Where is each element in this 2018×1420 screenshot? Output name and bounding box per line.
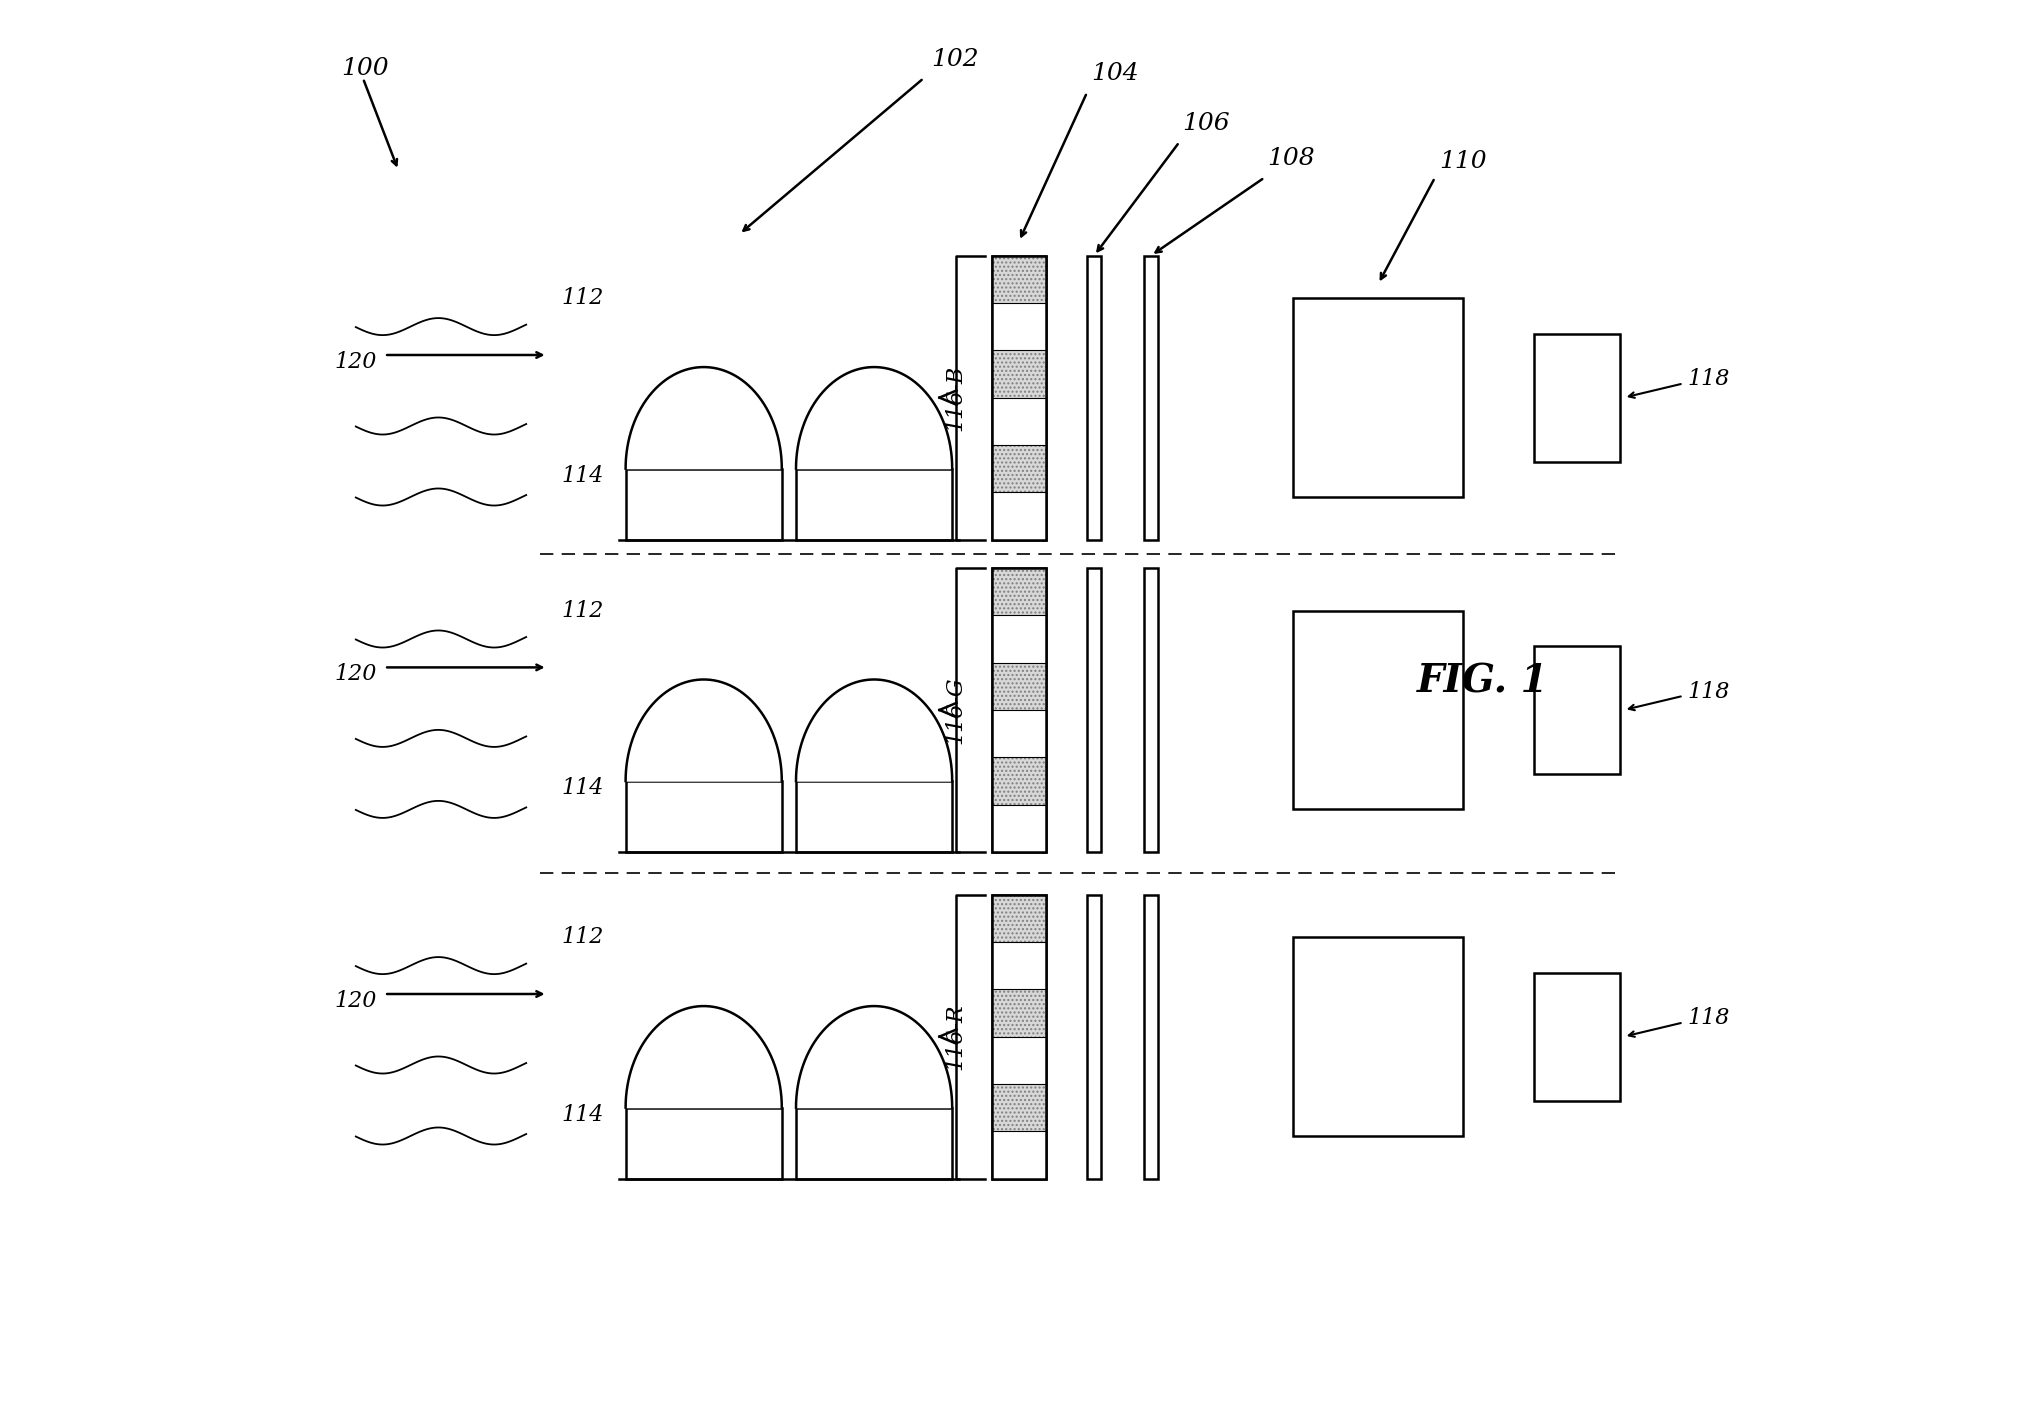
Bar bbox=[1088, 568, 1102, 852]
Bar bbox=[993, 990, 1045, 1037]
Bar bbox=[1144, 568, 1158, 852]
Text: 118: 118 bbox=[1687, 1007, 1729, 1030]
Text: 120: 120 bbox=[335, 663, 377, 686]
Text: 116-G: 116-G bbox=[944, 676, 967, 744]
Bar bbox=[1088, 256, 1102, 540]
Text: 100: 100 bbox=[341, 57, 389, 80]
Polygon shape bbox=[626, 368, 781, 469]
Polygon shape bbox=[795, 680, 952, 781]
Text: 108: 108 bbox=[1267, 148, 1316, 170]
Bar bbox=[993, 1083, 1045, 1132]
Bar bbox=[1534, 973, 1620, 1100]
FancyBboxPatch shape bbox=[993, 568, 1045, 852]
FancyBboxPatch shape bbox=[795, 1108, 952, 1179]
Bar bbox=[1144, 256, 1158, 540]
Text: 104: 104 bbox=[1092, 62, 1138, 85]
Text: 112: 112 bbox=[561, 599, 603, 622]
Text: 118: 118 bbox=[1687, 680, 1729, 703]
FancyBboxPatch shape bbox=[626, 781, 781, 852]
Bar bbox=[993, 351, 1045, 398]
Text: 118: 118 bbox=[1687, 368, 1729, 391]
Text: 116-R: 116-R bbox=[944, 1004, 967, 1069]
FancyBboxPatch shape bbox=[993, 895, 1045, 1179]
Bar bbox=[993, 710, 1045, 757]
Bar bbox=[993, 444, 1045, 493]
Bar bbox=[993, 663, 1045, 710]
Polygon shape bbox=[626, 680, 781, 781]
Bar bbox=[1144, 895, 1158, 1179]
Text: 102: 102 bbox=[930, 48, 979, 71]
Bar bbox=[1294, 611, 1463, 809]
Polygon shape bbox=[626, 1007, 781, 1108]
FancyBboxPatch shape bbox=[993, 256, 1045, 540]
Bar bbox=[1294, 937, 1463, 1136]
Polygon shape bbox=[795, 368, 952, 469]
Bar bbox=[993, 615, 1045, 663]
Bar bbox=[993, 941, 1045, 990]
Bar bbox=[993, 757, 1045, 805]
Bar bbox=[1534, 334, 1620, 462]
Text: 116-B: 116-B bbox=[944, 365, 967, 430]
Bar bbox=[993, 1037, 1045, 1083]
Text: FIG. 1: FIG. 1 bbox=[1417, 663, 1548, 700]
Text: 106: 106 bbox=[1183, 112, 1229, 135]
FancyBboxPatch shape bbox=[795, 781, 952, 852]
Bar bbox=[993, 398, 1045, 444]
Bar bbox=[993, 568, 1045, 615]
Text: 114: 114 bbox=[561, 1103, 603, 1126]
Bar bbox=[993, 1132, 1045, 1179]
Bar bbox=[1088, 895, 1102, 1179]
Text: 112: 112 bbox=[561, 287, 603, 310]
Bar bbox=[993, 302, 1045, 351]
FancyBboxPatch shape bbox=[626, 469, 781, 540]
Bar bbox=[1294, 298, 1463, 497]
Bar bbox=[993, 805, 1045, 852]
FancyBboxPatch shape bbox=[626, 1108, 781, 1179]
Bar bbox=[993, 256, 1045, 302]
Text: 112: 112 bbox=[561, 926, 603, 949]
Text: 120: 120 bbox=[335, 351, 377, 373]
Bar bbox=[1534, 646, 1620, 774]
Bar bbox=[993, 493, 1045, 540]
Text: 120: 120 bbox=[335, 990, 377, 1012]
FancyBboxPatch shape bbox=[795, 469, 952, 540]
Text: 114: 114 bbox=[561, 777, 603, 799]
Bar bbox=[993, 895, 1045, 941]
Polygon shape bbox=[795, 1007, 952, 1108]
Text: 114: 114 bbox=[561, 464, 603, 487]
Text: 110: 110 bbox=[1439, 151, 1487, 173]
